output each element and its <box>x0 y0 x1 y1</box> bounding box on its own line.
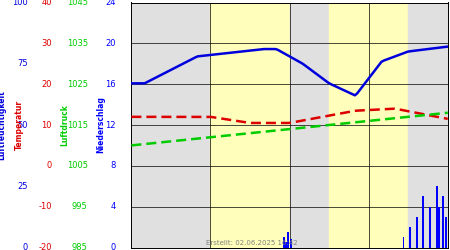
Text: Temperatur: Temperatur <box>15 100 24 150</box>
Bar <box>423 196 424 248</box>
Text: 10: 10 <box>41 120 52 130</box>
Bar <box>288 232 289 248</box>
Text: 0: 0 <box>110 243 116 250</box>
Text: 0: 0 <box>22 243 28 250</box>
Text: 20: 20 <box>41 80 52 89</box>
Text: 995: 995 <box>72 202 88 211</box>
Bar <box>283 237 285 248</box>
Text: 0: 0 <box>46 161 52 170</box>
Text: 1045: 1045 <box>67 0 88 7</box>
Text: 1035: 1035 <box>67 39 88 48</box>
Text: 4: 4 <box>110 202 116 211</box>
Text: 50: 50 <box>18 120 28 130</box>
Bar <box>402 237 405 248</box>
Text: 75: 75 <box>17 59 28 68</box>
Bar <box>285 242 287 248</box>
Text: 12: 12 <box>105 120 116 130</box>
Text: 1025: 1025 <box>67 80 88 89</box>
Text: -20: -20 <box>38 243 52 250</box>
Bar <box>131 2 211 248</box>
Text: 8: 8 <box>110 161 116 170</box>
Bar <box>211 2 289 248</box>
Bar <box>429 207 431 248</box>
Text: 1005: 1005 <box>67 161 88 170</box>
Bar <box>290 239 292 248</box>
Bar <box>436 186 438 248</box>
Text: Erstellt: 02.06.2025 16:42: Erstellt: 02.06.2025 16:42 <box>206 240 297 246</box>
Bar <box>438 207 440 248</box>
Bar <box>445 217 446 248</box>
Text: 24: 24 <box>105 0 116 7</box>
Text: -10: -10 <box>38 202 52 211</box>
Text: 30: 30 <box>41 39 52 48</box>
Bar <box>289 2 329 248</box>
Text: 985: 985 <box>72 243 88 250</box>
Text: 1015: 1015 <box>67 120 88 130</box>
Text: Luftfeuchtigkeit: Luftfeuchtigkeit <box>0 90 6 160</box>
Bar <box>442 196 444 248</box>
Bar <box>416 217 418 248</box>
Text: Luftdruck: Luftdruck <box>61 104 70 146</box>
Text: 16: 16 <box>105 80 116 89</box>
Text: 100: 100 <box>12 0 28 7</box>
Text: 20: 20 <box>105 39 116 48</box>
Bar <box>329 2 408 248</box>
Bar <box>409 227 411 248</box>
Text: 25: 25 <box>18 182 28 191</box>
Text: 40: 40 <box>41 0 52 7</box>
Text: Niederschlag: Niederschlag <box>97 96 106 154</box>
Bar <box>408 2 448 248</box>
